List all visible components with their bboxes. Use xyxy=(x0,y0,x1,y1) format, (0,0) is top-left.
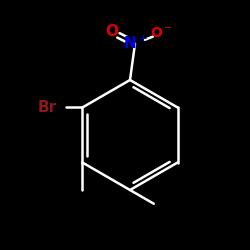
Text: O: O xyxy=(105,24,118,39)
Text: O$^-$: O$^-$ xyxy=(150,26,173,40)
Text: Br: Br xyxy=(38,100,57,115)
Text: N$^+$: N$^+$ xyxy=(122,35,148,52)
